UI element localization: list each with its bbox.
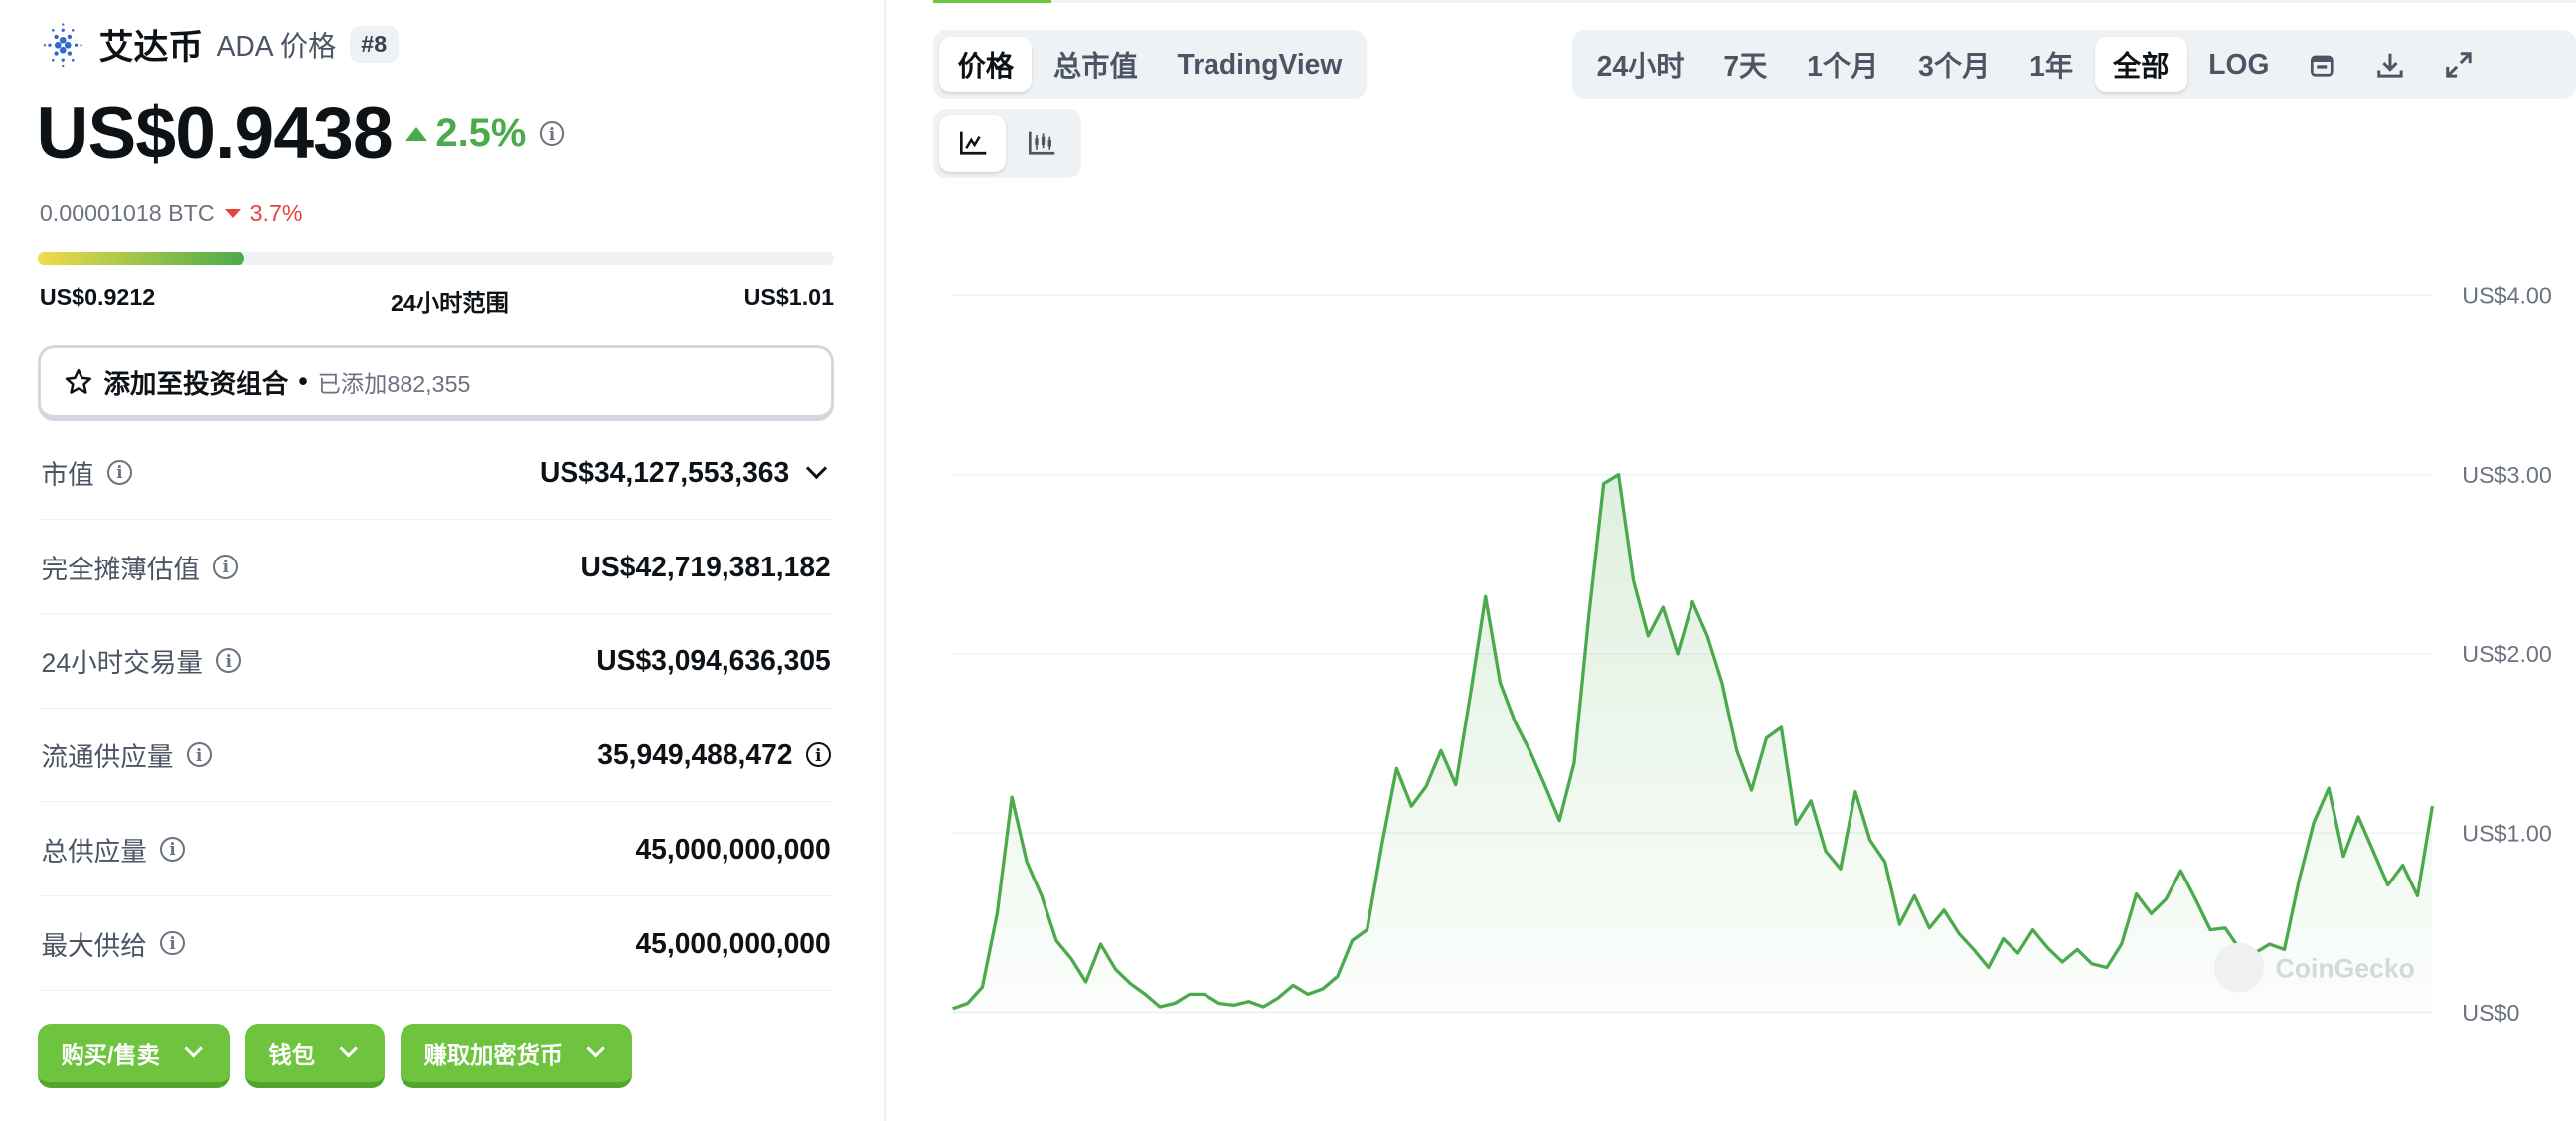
- cardano-logo-icon: [43, 23, 82, 67]
- stat-value: 45,000,000,000: [635, 926, 831, 959]
- range-1y[interactable]: 1年: [2029, 50, 2074, 82]
- y-tick-label: US$1.00: [2462, 821, 2552, 847]
- coin-name: 艾达币: [98, 27, 204, 67]
- coin-header: 艾达币 ADA 价格 #8: [40, 20, 399, 70]
- info-icon[interactable]: i: [186, 742, 212, 768]
- price-line: [952, 473, 2435, 1011]
- y-tick-label: US$4.00: [2462, 283, 2552, 309]
- bullet: •: [298, 366, 308, 397]
- stat-label: 24小时交易量: [41, 648, 203, 679]
- stat-row-market-cap[interactable]: 市值 i US$34,127,553,363: [38, 426, 835, 521]
- info-icon[interactable]: i: [805, 742, 831, 768]
- wallet-button[interactable]: 钱包: [245, 1024, 385, 1088]
- rank-badge: #8: [349, 26, 399, 64]
- portfolio-label: 添加至投资组合: [103, 369, 289, 400]
- stat-row-total-supply: 总供应量 i 45,000,000,000: [38, 802, 835, 897]
- earn-crypto-button[interactable]: 赚取加密货币: [401, 1024, 632, 1088]
- triangle-down-icon: [224, 209, 241, 219]
- range-label: 24小时范围: [390, 289, 509, 316]
- stat-label: 完全摊薄估值: [41, 554, 200, 584]
- info-icon[interactable]: i: [216, 648, 242, 674]
- panel-divider: [883, 0, 886, 1121]
- info-icon[interactable]: i: [160, 930, 186, 956]
- coingecko-logo-icon: [2214, 942, 2264, 993]
- range-bar: [38, 252, 835, 266]
- price-block: US$0.9438 2.5% i: [37, 92, 564, 175]
- triangle-up-icon: [405, 125, 428, 141]
- stat-value: 35,949,488,472: [597, 738, 793, 771]
- stat-row-fdv: 完全摊薄估值 i US$42,719,381,182: [38, 520, 835, 615]
- stat-label: 市值: [41, 460, 94, 490]
- stat-value: US$3,094,636,305: [596, 644, 831, 677]
- button-label: 钱包: [268, 1041, 316, 1068]
- section-tab-bar: [932, 0, 2576, 4]
- time-range-selector: 24小时 7天 1个月 3个月 1年 全部 LOG: [1571, 29, 2576, 99]
- line-chart-icon[interactable]: [939, 115, 1006, 172]
- chart-tabs: 价格 总市值 TradingView: [932, 29, 1368, 99]
- star-icon: [66, 368, 92, 394]
- range-1m[interactable]: 1个月: [1807, 50, 1879, 82]
- buy-sell-button[interactable]: 购买/售卖: [38, 1024, 230, 1088]
- stats-table: 市值 i US$34,127,553,363 完全摊薄估值 i US$42,719,38…: [38, 426, 835, 991]
- stat-value: US$42,719,381,182: [580, 550, 831, 582]
- fullscreen-icon[interactable]: [2426, 37, 2492, 92]
- log-scale-toggle[interactable]: LOG: [2208, 48, 2270, 80]
- stat-value: 45,000,000,000: [635, 832, 831, 865]
- add-to-portfolio-button[interactable]: 添加至投资组合 • 已添加882,355: [38, 345, 835, 421]
- range-7d[interactable]: 7天: [1723, 50, 1768, 82]
- tab-market-cap[interactable]: 总市值: [1052, 50, 1138, 82]
- price-change-value: 2.5%: [435, 111, 527, 156]
- range-high: US$1.01: [743, 283, 835, 310]
- action-buttons: 购买/售卖 钱包 赚取加密货币: [38, 1024, 632, 1088]
- portfolio-count: 已添加882,355: [317, 370, 471, 397]
- y-tick-label: US$0: [2462, 1000, 2519, 1026]
- stat-value: US$34,127,553,363: [540, 456, 790, 488]
- range-3m[interactable]: 3个月: [1918, 50, 1991, 82]
- range-labels: US$0.9212 24小时范围 US$1.01: [40, 284, 834, 318]
- info-icon[interactable]: i: [213, 554, 239, 579]
- range-24h[interactable]: 24小时: [1596, 50, 1685, 82]
- stat-label: 流通供应量: [41, 742, 174, 773]
- tab-price[interactable]: 价格: [939, 36, 1033, 93]
- info-icon[interactable]: i: [160, 836, 186, 862]
- price-change: 2.5%: [405, 111, 526, 156]
- stat-row-volume: 24小时交易量 i US$3,094,636,305: [38, 614, 835, 709]
- btc-price: 0.00001018 BTC 3.7%: [40, 200, 303, 227]
- current-price: US$0.9438: [36, 93, 394, 175]
- download-icon[interactable]: [2356, 37, 2422, 92]
- button-label: 赚取加密货币: [423, 1041, 564, 1068]
- btc-change-value: 3.7%: [249, 200, 303, 227]
- coin-symbol-label: ADA 价格: [216, 30, 337, 63]
- price-area: [952, 474, 2433, 1013]
- range-low: US$0.9212: [39, 283, 156, 310]
- button-label: 购买/售卖: [61, 1041, 160, 1068]
- coingecko-watermark: CoinGecko: [2276, 954, 2415, 984]
- info-icon[interactable]: i: [106, 460, 132, 485]
- tab-tradingview[interactable]: TradingView: [1177, 48, 1343, 80]
- candlestick-icon[interactable]: [1009, 115, 1074, 171]
- stat-label: 最大供给: [41, 930, 147, 961]
- info-icon[interactable]: i: [539, 121, 564, 146]
- range-all[interactable]: 全部: [2094, 36, 2187, 93]
- stat-label: 总供应量: [41, 836, 147, 867]
- stat-row-circulating-supply: 流通供应量 i 35,949,488,472 i: [38, 709, 835, 803]
- range-bar-fill: [38, 252, 245, 266]
- y-tick-label: US$3.00: [2462, 462, 2552, 488]
- btc-price-value: 0.00001018 BTC: [39, 200, 215, 227]
- active-tab-indicator: [932, 0, 1052, 4]
- y-tick-label: US$2.00: [2462, 641, 2552, 667]
- calendar-icon[interactable]: [2291, 37, 2353, 92]
- chart-type-toggle: [932, 108, 1082, 179]
- stat-row-max-supply: 最大供给 i 45,000,000,000: [38, 896, 835, 991]
